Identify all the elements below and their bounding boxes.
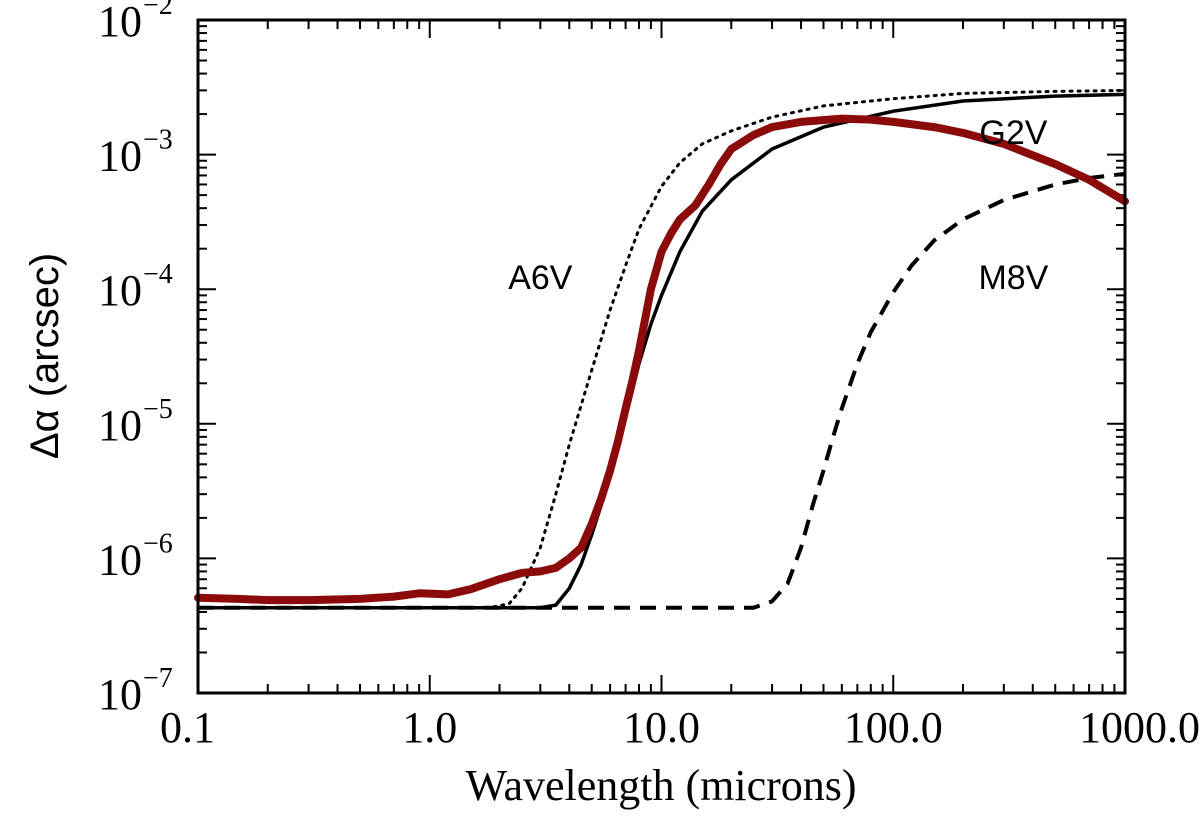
series-label-a6v: A6V xyxy=(508,259,573,297)
series-annotations: A6V G2V M8V xyxy=(508,114,1048,297)
x-tick-labels: 0.1 1.0 10.0 100.0 1000.0 xyxy=(160,703,1200,752)
y-tick-base: 10 xyxy=(98,535,142,584)
y-axis-symbol: Δα xyxy=(23,409,67,459)
y-tick-exponent: −6 xyxy=(143,528,173,559)
y-tick-label: 10 −7 xyxy=(98,663,173,719)
x-tick-label: 10.0 xyxy=(623,703,700,752)
x-tick-label: 0.1 xyxy=(160,703,215,752)
y-axis-title: Δα (arcsec) xyxy=(23,253,67,459)
y-tick-base: 10 xyxy=(98,0,142,46)
y-tick-label: 10 −5 xyxy=(98,394,173,450)
y-tick-exponent: −4 xyxy=(143,259,173,290)
y-tick-label: 10 −4 xyxy=(98,259,173,315)
y-tick-base: 10 xyxy=(98,132,142,181)
y-tick-exponent: −3 xyxy=(143,125,173,156)
y-tick-exponent: −7 xyxy=(143,663,173,694)
y-tick-labels: 10−710−610−510−410−310−2 xyxy=(98,0,173,719)
y-tick-label: 10 −3 xyxy=(98,125,173,181)
y-tick-base: 10 xyxy=(98,670,142,719)
y-tick-exponent: −5 xyxy=(143,394,173,425)
x-tick-label: 1000.0 xyxy=(1079,703,1200,752)
y-axis-unit: (arcsec) xyxy=(23,253,67,397)
series-layer xyxy=(194,88,1129,610)
plot-frame xyxy=(196,18,1127,695)
series-line-a6v xyxy=(196,88,1127,610)
y-tick-exponent: −2 xyxy=(143,0,173,21)
x-axis-title: Wavelength (microns) xyxy=(465,761,856,810)
x-tick-label: 100.0 xyxy=(844,703,943,752)
y-tick-label: 10 −6 xyxy=(98,528,173,584)
x-tick-label: 1.0 xyxy=(402,703,457,752)
series-line-m8v xyxy=(198,171,1126,610)
series-line-observed xyxy=(194,114,1129,605)
y-tick-base: 10 xyxy=(98,401,142,450)
series-label-g2v: G2V xyxy=(979,114,1047,152)
series-label-m8v: M8V xyxy=(978,259,1048,297)
y-tick-label: 10 −2 xyxy=(98,0,173,46)
y-tick-base: 10 xyxy=(98,266,142,315)
